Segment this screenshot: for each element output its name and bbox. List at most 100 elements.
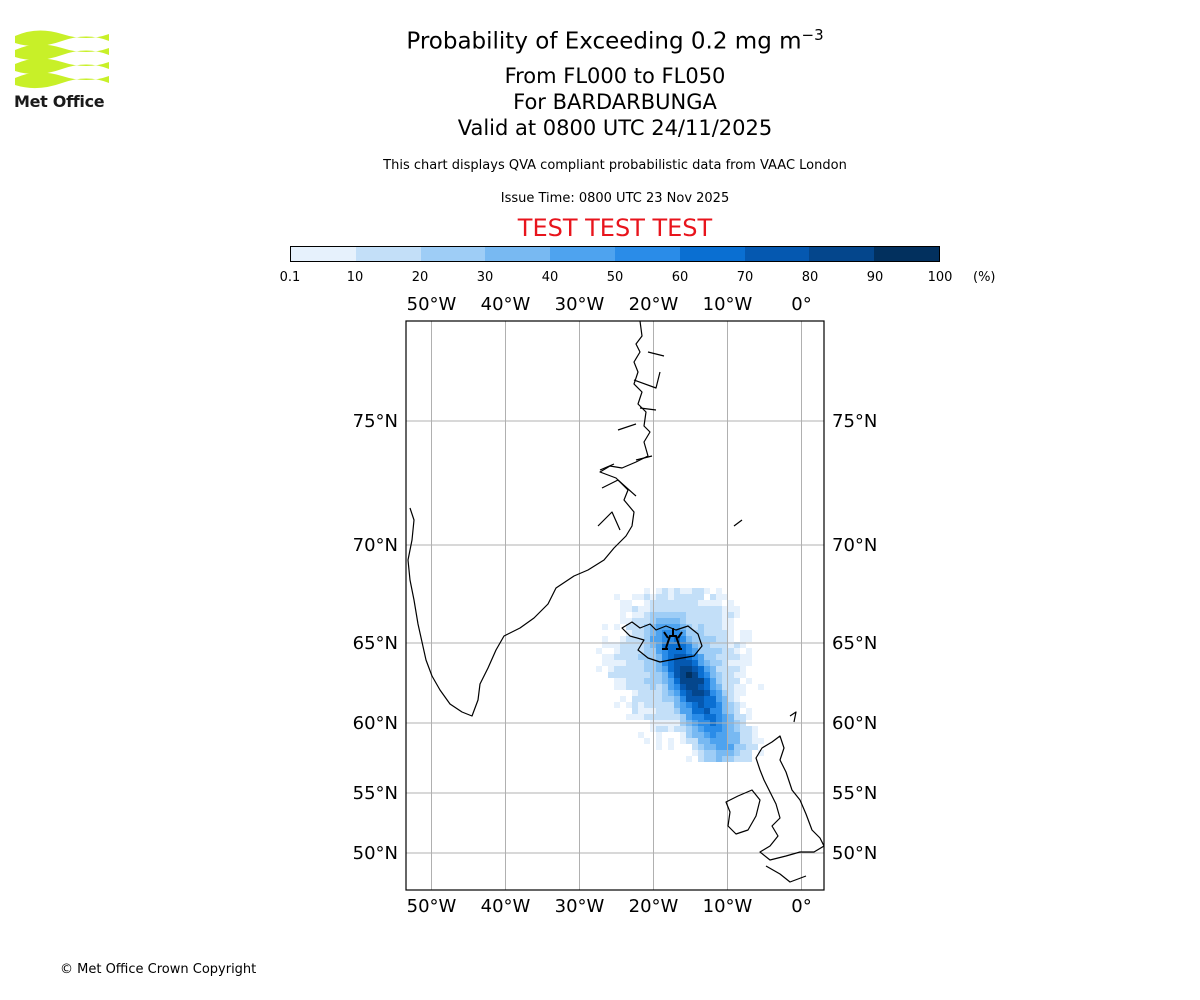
- plume-cell: [674, 642, 680, 648]
- plume-cell: [668, 726, 674, 732]
- plume-cell: [710, 630, 716, 636]
- lon-label-bottom: 40°W: [481, 896, 531, 917]
- plume-cell: [608, 666, 614, 672]
- plume-cell: [626, 684, 632, 690]
- plume-cell: [698, 642, 704, 648]
- plume-cell: [632, 708, 638, 714]
- plume-cell: [704, 660, 710, 666]
- plume-cell: [680, 690, 686, 696]
- plume-cell: [728, 600, 734, 606]
- plume-cell: [668, 678, 674, 684]
- plume-cell: [704, 654, 710, 660]
- plume-cell: [692, 600, 698, 606]
- plume-cell: [692, 660, 698, 666]
- plume-cell: [686, 678, 692, 684]
- plume-cell: [662, 612, 668, 618]
- plume-cell: [734, 744, 740, 750]
- ireland-coastline: [725, 789, 761, 835]
- plume-cell: [686, 666, 692, 672]
- plume-cell: [698, 696, 704, 702]
- plume-cell: [704, 696, 710, 702]
- lat-label-left: 65°N: [353, 633, 398, 654]
- plume-cell: [698, 672, 704, 678]
- plume-cell: [728, 660, 734, 666]
- plume-cell: [668, 624, 674, 630]
- great-britain-coastline: [755, 735, 824, 861]
- coastlines: [407, 321, 824, 883]
- plume-cell: [686, 630, 692, 636]
- plume-cell: [692, 738, 698, 744]
- plume-cell: [722, 732, 728, 738]
- plume-cell: [704, 738, 710, 744]
- plume-cell: [686, 702, 692, 708]
- plume-cell: [644, 684, 650, 690]
- plume-cell: [602, 654, 608, 660]
- plume-cell: [692, 612, 698, 618]
- plume-cell: [680, 642, 686, 648]
- plume-cell: [746, 756, 752, 762]
- plume-cell: [692, 654, 698, 660]
- plume-cell: [734, 738, 740, 744]
- plume-cell: [632, 696, 638, 702]
- plume-cell: [722, 612, 728, 618]
- plume-cell: [722, 714, 728, 720]
- plume-cell: [626, 672, 632, 678]
- plume-cell: [662, 648, 668, 654]
- plume-cell: [734, 750, 740, 756]
- plume-cell: [626, 642, 632, 648]
- plume-cell: [614, 672, 620, 678]
- plume-cell: [704, 750, 710, 756]
- plume-cell: [698, 690, 704, 696]
- colorbar-bin: [420, 247, 486, 261]
- colorbar-unit: (%): [973, 270, 996, 285]
- plume-cell: [692, 642, 698, 648]
- plume-cell: [716, 678, 722, 684]
- title-exponent: −3: [801, 26, 824, 44]
- plume-cell: [698, 660, 704, 666]
- jan-mayen-coastline: [733, 519, 743, 527]
- lon-label-top: 10°W: [703, 294, 753, 315]
- plume-cell: [722, 660, 728, 666]
- plume-cell: [632, 612, 638, 618]
- plume-cell: [620, 660, 626, 666]
- plume-cell: [734, 696, 740, 702]
- plume-cell: [710, 708, 716, 714]
- plume-cell: [632, 594, 638, 600]
- plume-cell: [704, 756, 710, 762]
- plume-cell: [662, 660, 668, 666]
- plume-cell: [662, 714, 668, 720]
- plume-cell: [620, 600, 626, 606]
- plume-cell: [740, 654, 746, 660]
- plume-cell: [632, 624, 638, 630]
- lon-label-top: 50°W: [407, 294, 457, 315]
- plume-cell: [716, 702, 722, 708]
- plume-cell: [746, 726, 752, 732]
- plume-cell: [632, 702, 638, 708]
- plume-cell: [620, 636, 626, 642]
- plume-cell: [668, 702, 674, 708]
- lat-label-right: 50°N: [832, 843, 877, 864]
- plume-cell: [692, 732, 698, 738]
- plume-cell: [668, 588, 674, 594]
- title-main: Probability of Exceeding 0.2 mg m: [406, 28, 802, 55]
- plume-cell: [710, 744, 716, 750]
- plume-cell: [710, 714, 716, 720]
- plume-cell: [746, 738, 752, 744]
- plume-cell: [656, 744, 662, 750]
- plume-cell: [728, 654, 734, 660]
- plume-cell: [704, 726, 710, 732]
- plume-cell: [746, 678, 752, 684]
- plume-cell: [674, 666, 680, 672]
- plume-cell: [704, 690, 710, 696]
- plume-cell: [680, 618, 686, 624]
- plume-cell: [662, 684, 668, 690]
- plume-cell: [728, 606, 734, 612]
- plume-cell: [638, 618, 644, 624]
- plume-cell: [722, 744, 728, 750]
- plume-cell: [698, 636, 704, 642]
- plume-cell: [668, 606, 674, 612]
- plume-cell: [656, 642, 662, 648]
- plume-cell: [626, 660, 632, 666]
- colorbar-bin: [744, 247, 810, 261]
- plume-cell: [602, 636, 608, 642]
